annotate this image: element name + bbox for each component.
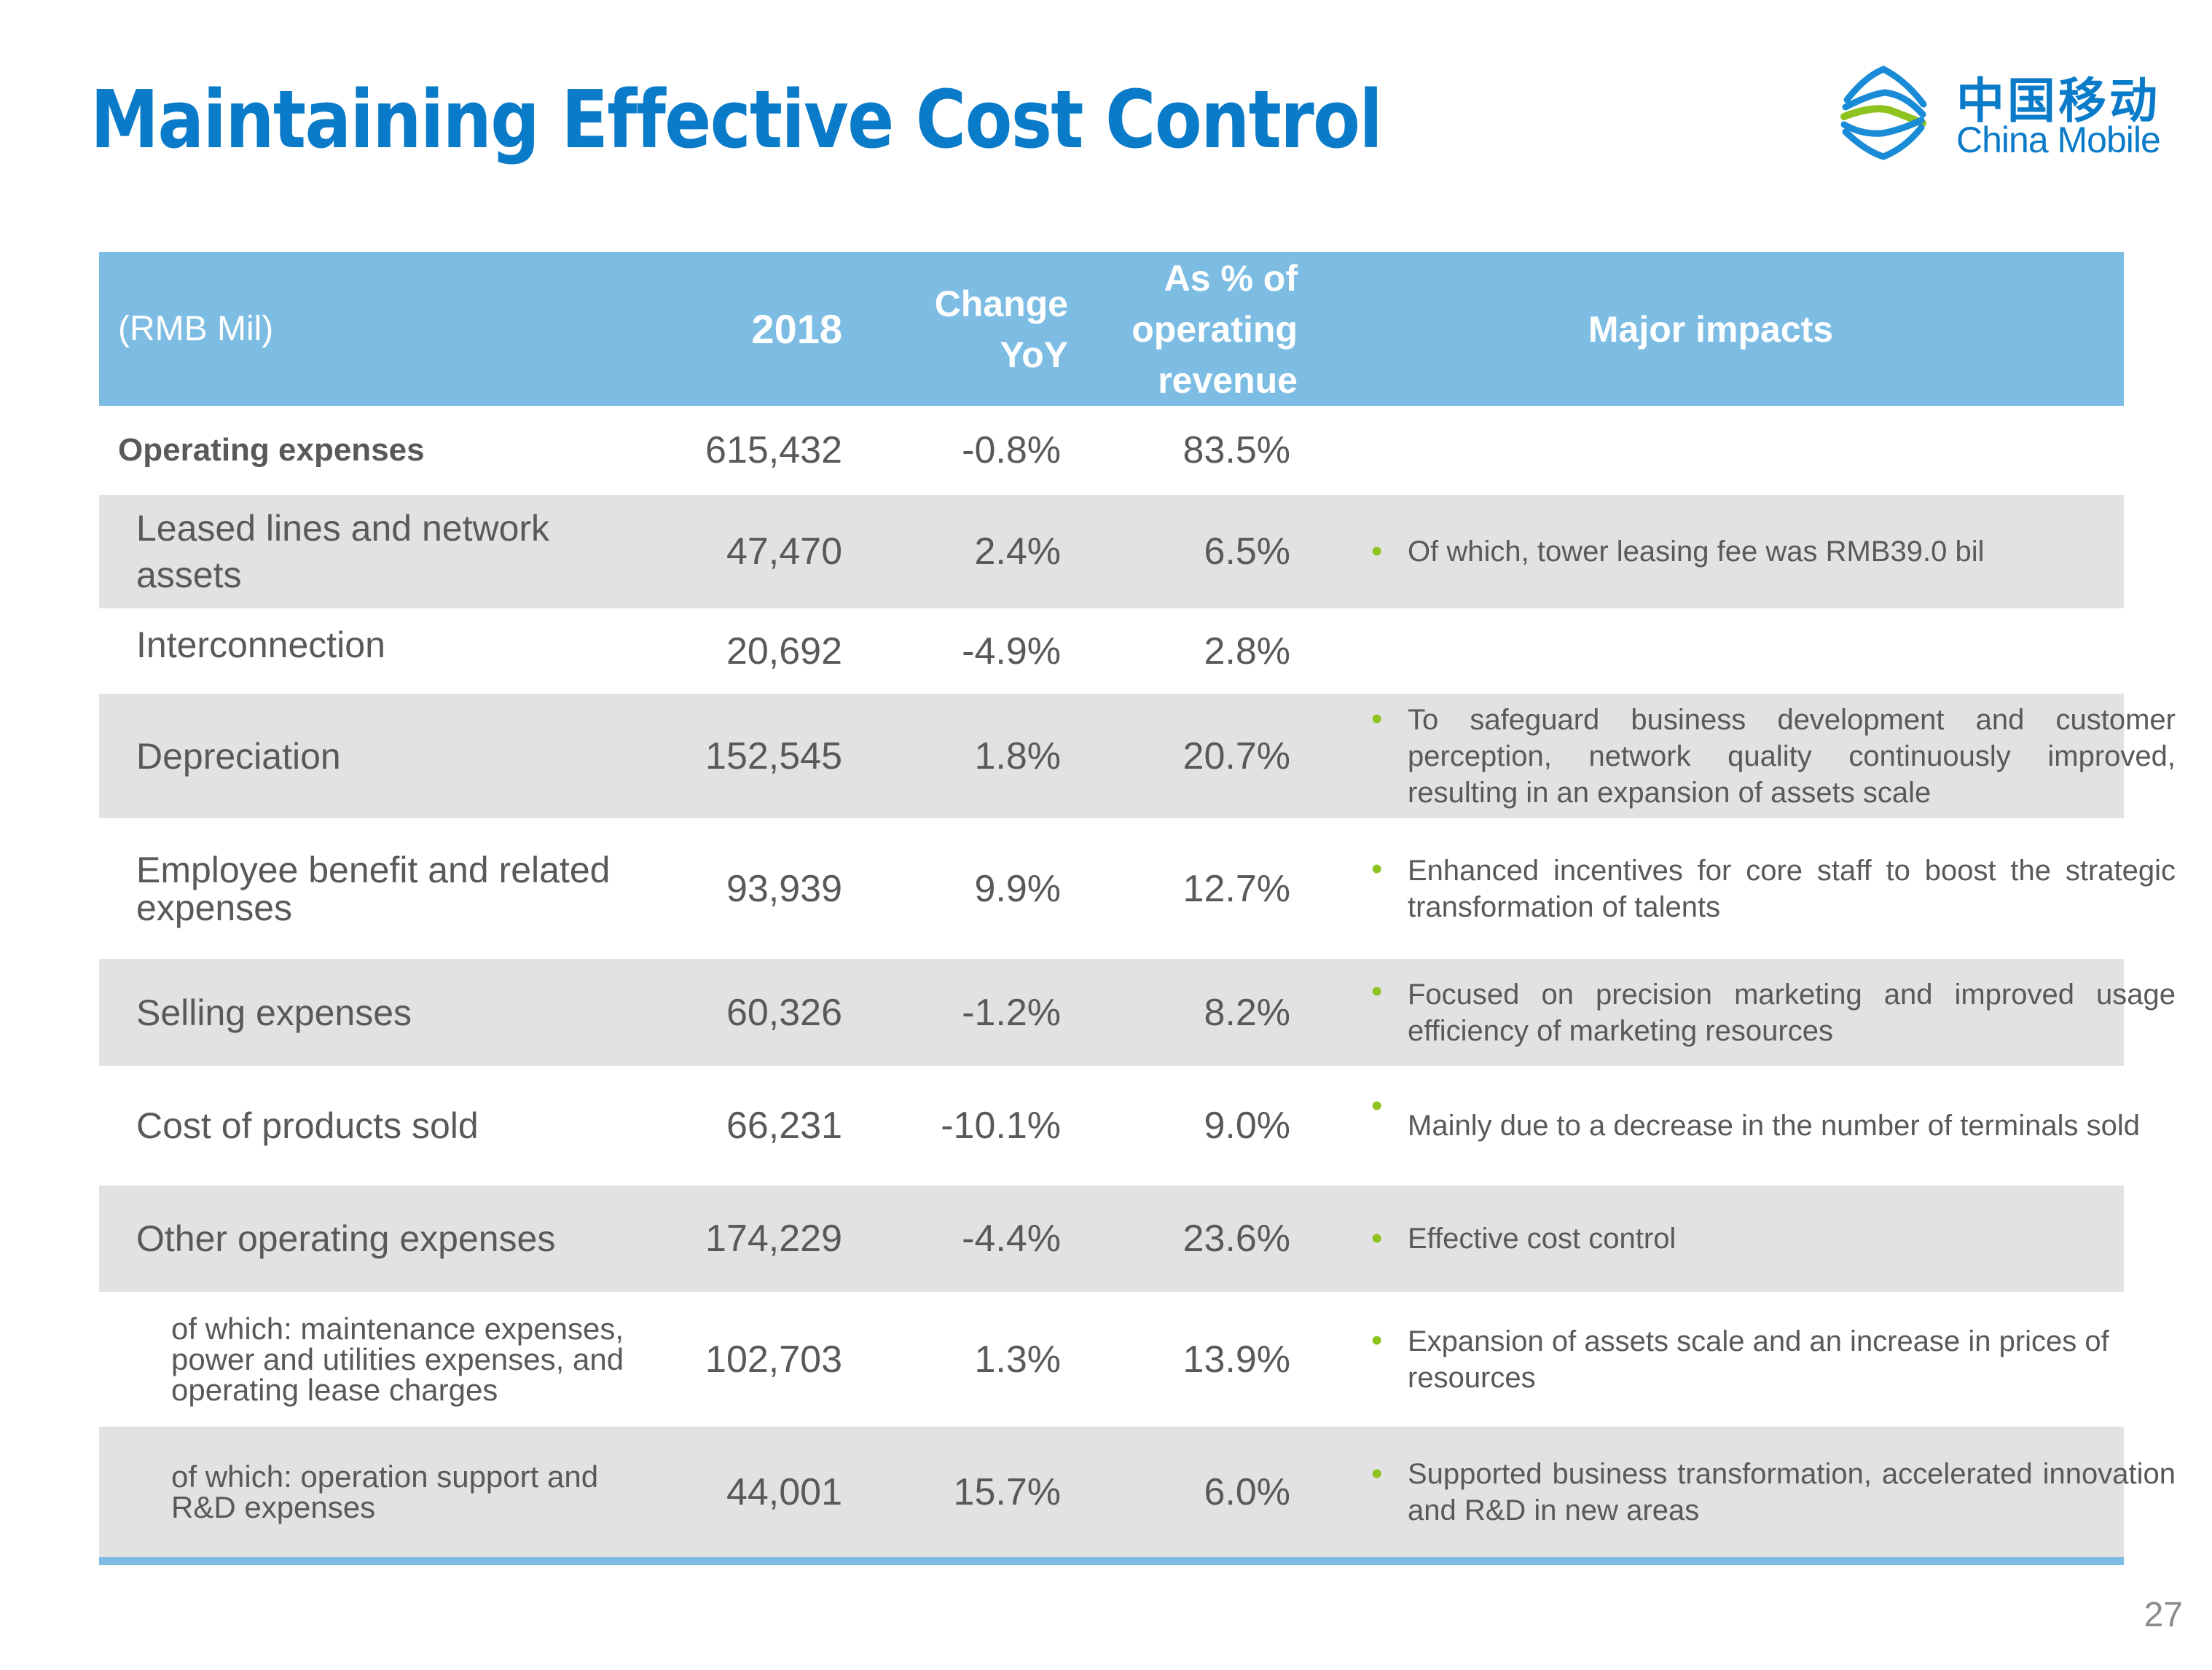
row-impact: • Expansion of assets scale and an incre… xyxy=(1371,1292,2176,1427)
impact-text: Supported business transformation, accel… xyxy=(1408,1457,2176,1526)
row-change-yoy: 1.3% xyxy=(974,1338,1061,1381)
bullet-icon: • xyxy=(1371,851,1383,887)
table-row: Employee benefit and related expenses 93… xyxy=(99,818,2176,959)
row-value-2018: 66,231 xyxy=(726,1105,842,1147)
table-bottom-rule xyxy=(99,1557,2124,1565)
row-impact: • Supported business transformation, acc… xyxy=(1371,1427,2176,1557)
row-impact: • Of which, tower leasing fee was RMB39.… xyxy=(1371,495,2176,608)
row-value-2018: 174,229 xyxy=(705,1218,842,1260)
row-value-2018: 152,545 xyxy=(705,734,842,777)
bullet-icon: • xyxy=(1371,1088,1383,1124)
bullet-icon: • xyxy=(1371,1322,1383,1358)
bullet-icon: • xyxy=(1371,701,1383,737)
bullet-icon: • xyxy=(1371,1220,1383,1256)
row-pct-revenue: 9.0% xyxy=(1204,1105,1290,1147)
bullet-icon: • xyxy=(1371,1456,1383,1491)
row-label: Interconnection xyxy=(136,624,385,665)
table-row: Other operating expenses 174,229 -4.4% 2… xyxy=(99,1185,2124,1292)
row-impact: • Enhanced incentives for core staff to … xyxy=(1371,818,2176,959)
impact-text: Of which, tower leasing fee was RMB39.0 … xyxy=(1408,536,1985,568)
row-label: Leased lines and network assets xyxy=(136,495,573,608)
row-label: Depreciation xyxy=(136,735,341,777)
row-value-2018: 615,432 xyxy=(705,429,842,471)
header-unit: (RMB Mil) xyxy=(118,310,274,348)
row-label: Cost of products sold xyxy=(136,1105,479,1146)
row-label: Employee benefit and related expenses xyxy=(136,849,611,928)
header-major-impacts: Major impacts xyxy=(1588,308,1834,350)
row-pct-revenue: 8.2% xyxy=(1204,991,1290,1034)
row-change-yoy: 9.9% xyxy=(974,867,1061,910)
row-pct-revenue: 12.7% xyxy=(1183,867,1290,910)
row-change-yoy: 15.7% xyxy=(953,1470,1061,1513)
table-row: Depreciation 152,545 1.8% 20.7% • To saf… xyxy=(99,694,2176,818)
header-pct-line: operating xyxy=(1132,308,1298,350)
table-row: Interconnection 20,692 -4.9% 2.8% xyxy=(99,608,2124,694)
row-impact: • To safeguard business development and … xyxy=(1371,694,2176,818)
table-row: Leased lines and network assets 47,470 2… xyxy=(99,495,2124,608)
row-impact: • Mainly due to a decrease in the number… xyxy=(1371,1066,2176,1185)
table-row: of which: maintenance expenses, power an… xyxy=(99,1292,2124,1427)
cost-table: (RMB Mil) 2018 Change YoY As % of operat… xyxy=(99,252,2176,1565)
header-change-line: Change xyxy=(934,283,1068,324)
header-year: 2018 xyxy=(751,306,842,352)
row-pct-revenue: 2.8% xyxy=(1204,630,1290,673)
row-value-2018: 47,470 xyxy=(726,530,842,573)
header-change-yoy: Change YoY xyxy=(935,252,1068,406)
row-change-yoy: -1.2% xyxy=(962,991,1061,1034)
logo-chinese-name: 中国移动 xyxy=(1956,73,2160,129)
row-change-yoy: -4.4% xyxy=(962,1218,1061,1260)
row-pct-revenue: 6.0% xyxy=(1204,1470,1290,1513)
logo-english-name: China Mobile xyxy=(1956,119,2161,160)
table-row: Cost of products sold 66,231 -10.1% 9.0%… xyxy=(99,1066,2140,1185)
header-pct-revenue: As % of operating revenue xyxy=(1132,252,1298,406)
row-label: of which: maintenance expenses, power an… xyxy=(171,1311,624,1407)
slide-title: Maintaining Effective Cost Control xyxy=(90,73,1383,166)
impact-text: Effective cost control xyxy=(1408,1223,1676,1255)
row-label-text: Leased lines and network assets xyxy=(136,508,550,595)
row-label: of which: operation support and R&D expe… xyxy=(171,1459,599,1524)
row-impact: • Focused on precision marketing and imp… xyxy=(1371,959,2176,1066)
row-change-yoy: -4.9% xyxy=(962,630,1061,673)
row-value-2018: 60,326 xyxy=(726,991,842,1034)
impact-text: Expansion of assets scale and an increas… xyxy=(1408,1325,2109,1394)
row-pct-revenue: 23.6% xyxy=(1183,1218,1290,1260)
bullet-icon: • xyxy=(1371,973,1383,1009)
header-pct-line: revenue xyxy=(1158,359,1298,401)
table-row: Operating expenses 615,432 -0.8% 83.5% xyxy=(99,406,2124,495)
row-pct-revenue: 13.9% xyxy=(1183,1338,1290,1381)
page-number: 27 xyxy=(2144,1596,2183,1634)
row-value-2018: 102,703 xyxy=(705,1338,842,1381)
row-pct-revenue: 6.5% xyxy=(1204,530,1290,573)
impact-text: To safeguard business development and cu… xyxy=(1408,703,2176,809)
company-logo: 中国移动 China Mobile xyxy=(1832,62,2168,164)
row-impact: • Effective cost control xyxy=(1371,1185,2176,1292)
row-pct-revenue: 20.7% xyxy=(1183,734,1290,777)
row-pct-revenue: 83.5% xyxy=(1183,429,1290,471)
row-change-yoy: 1.8% xyxy=(974,734,1061,777)
row-label: Other operating expenses xyxy=(136,1218,556,1259)
impact-text: Mainly due to a decrease in the number o… xyxy=(1408,1110,2140,1142)
row-value-2018: 44,001 xyxy=(726,1470,842,1513)
table-header: (RMB Mil) 2018 Change YoY As % of operat… xyxy=(99,252,2124,406)
header-change-line: YoY xyxy=(1000,334,1068,375)
row-label: Operating expenses xyxy=(118,432,425,468)
table-row: of which: operation support and R&D expe… xyxy=(99,1427,2176,1557)
row-value-2018: 20,692 xyxy=(726,630,842,673)
impact-text: Focused on precision marketing and impro… xyxy=(1408,978,2176,1047)
impact-text: Enhanced incentives for core staff to bo… xyxy=(1408,854,2176,923)
row-value-2018: 93,939 xyxy=(726,867,842,910)
header-pct-line: As % of xyxy=(1164,257,1298,299)
china-mobile-logo-icon xyxy=(1840,66,1927,160)
row-label: Selling expenses xyxy=(136,992,412,1033)
bullet-icon: • xyxy=(1371,533,1383,569)
row-change-yoy: -10.1% xyxy=(941,1105,1061,1147)
row-change-yoy: 2.4% xyxy=(974,530,1061,573)
table-row: Selling expenses 60,326 -1.2% 8.2% • Foc… xyxy=(99,959,2176,1066)
row-change-yoy: -0.8% xyxy=(962,429,1061,471)
